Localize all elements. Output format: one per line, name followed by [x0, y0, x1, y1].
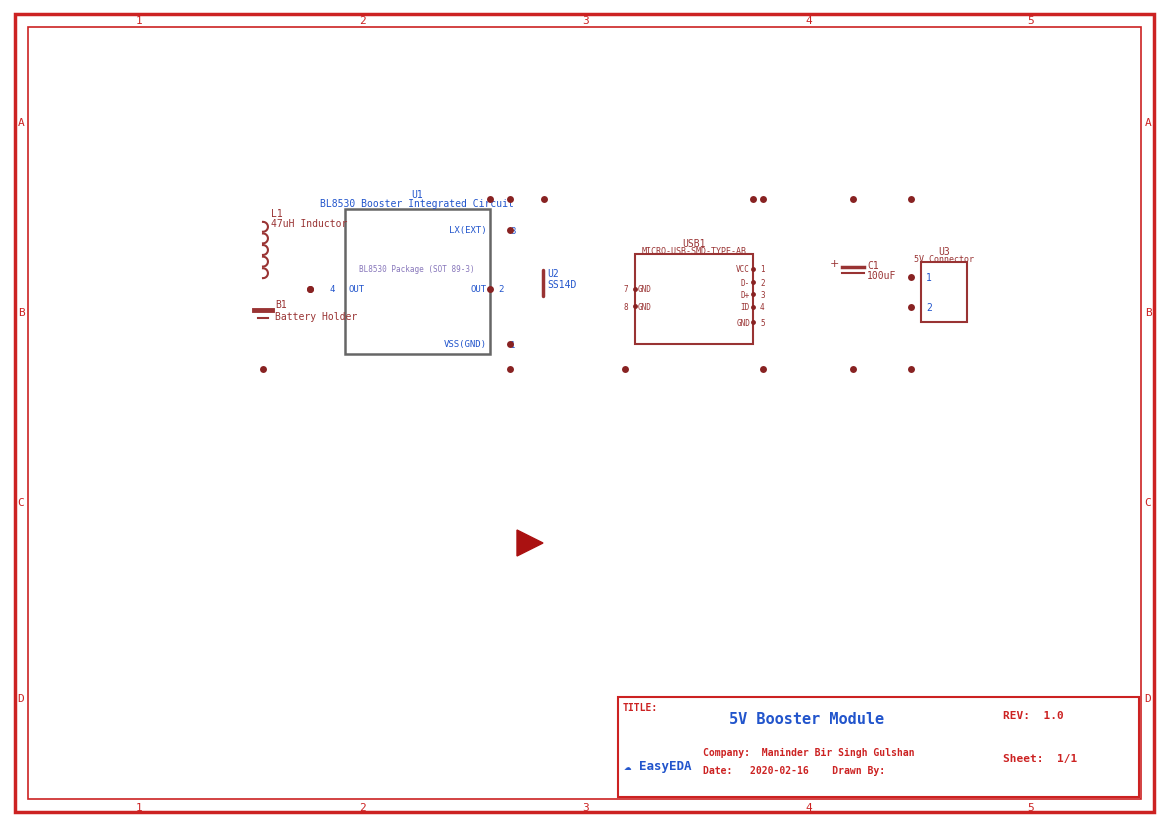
Text: 2: 2	[359, 802, 366, 812]
Text: SS14D: SS14D	[547, 280, 576, 289]
Text: TITLE:: TITLE:	[623, 702, 658, 712]
Text: VCC: VCC	[736, 265, 750, 275]
Text: 2: 2	[760, 278, 765, 287]
Text: ID: ID	[741, 304, 750, 312]
Text: C: C	[18, 497, 25, 508]
Text: B: B	[1144, 308, 1151, 318]
Text: USB1: USB1	[683, 239, 706, 249]
Text: 5: 5	[1028, 16, 1033, 26]
Text: OUT: OUT	[471, 285, 487, 294]
Text: GND: GND	[638, 285, 652, 294]
Text: 1: 1	[510, 340, 516, 349]
Text: OUT: OUT	[348, 285, 364, 294]
Text: L1: L1	[271, 208, 283, 218]
Text: GND: GND	[638, 302, 652, 311]
Text: 3: 3	[760, 290, 765, 299]
Text: MICRO-USB-SMD-TYPE-AB: MICRO-USB-SMD-TYPE-AB	[642, 247, 747, 256]
Bar	[618, 697, 1139, 797]
Text: B1: B1	[275, 299, 286, 309]
Text: 1: 1	[760, 265, 765, 275]
Bar	[921, 263, 967, 323]
Text: Company:  Maninder Bir Singh Gulshan: Company: Maninder Bir Singh Gulshan	[703, 747, 914, 757]
Text: REV:  1.0: REV: 1.0	[1003, 710, 1064, 720]
Text: LX(EXT): LX(EXT)	[449, 227, 487, 235]
Text: D+: D+	[741, 290, 750, 299]
Text: C: C	[1144, 497, 1151, 508]
Text: 4: 4	[805, 16, 812, 26]
Text: 3: 3	[510, 227, 516, 235]
Text: 3: 3	[582, 16, 589, 26]
Text: VSS(GND): VSS(GND)	[444, 340, 487, 349]
Text: 5V Booster Module: 5V Booster Module	[729, 712, 885, 727]
Text: 100uF: 100uF	[867, 270, 897, 280]
Text: ☁ EasyEDA: ☁ EasyEDA	[624, 759, 692, 772]
Text: 2: 2	[359, 16, 366, 26]
Text: U3: U3	[939, 246, 950, 256]
Text: 47uH Inductor: 47uH Inductor	[271, 218, 347, 229]
Text: 7: 7	[623, 285, 628, 294]
Text: A: A	[1144, 118, 1151, 128]
Text: 4: 4	[760, 304, 765, 312]
Bar	[345, 210, 490, 355]
Text: D: D	[1144, 693, 1151, 703]
Text: B: B	[18, 308, 25, 318]
Text: 4: 4	[805, 802, 812, 812]
Text: GND: GND	[736, 318, 750, 327]
Text: 3: 3	[582, 802, 589, 812]
Text: A: A	[18, 118, 25, 128]
Polygon shape	[517, 530, 542, 557]
Text: 5: 5	[1028, 802, 1033, 812]
Text: Battery Holder: Battery Holder	[275, 312, 358, 322]
Text: D-: D-	[741, 278, 750, 287]
Text: BL8530 Booster Integrated Circuit: BL8530 Booster Integrated Circuit	[320, 198, 514, 208]
Text: Sheet:  1/1: Sheet: 1/1	[1003, 753, 1078, 763]
Text: 5: 5	[760, 318, 765, 327]
Text: BL8530 Package (SOT 89-3): BL8530 Package (SOT 89-3)	[359, 265, 475, 275]
Text: U1: U1	[411, 189, 423, 200]
Text: Date:   2020-02-16    Drawn By:: Date: 2020-02-16 Drawn By:	[703, 765, 885, 775]
Text: C1: C1	[867, 261, 879, 270]
Text: 2: 2	[498, 285, 504, 294]
Text: 1: 1	[926, 273, 932, 283]
Text: 5V Connector: 5V Connector	[914, 256, 974, 264]
Text: 8: 8	[623, 302, 628, 311]
Text: 1: 1	[136, 802, 143, 812]
Text: 1: 1	[136, 16, 143, 26]
Text: U2: U2	[547, 269, 559, 279]
Text: +: +	[830, 259, 839, 269]
Text: 2: 2	[926, 303, 932, 313]
Text: D: D	[18, 693, 25, 703]
Bar	[635, 255, 753, 345]
Text: 4: 4	[330, 285, 336, 294]
